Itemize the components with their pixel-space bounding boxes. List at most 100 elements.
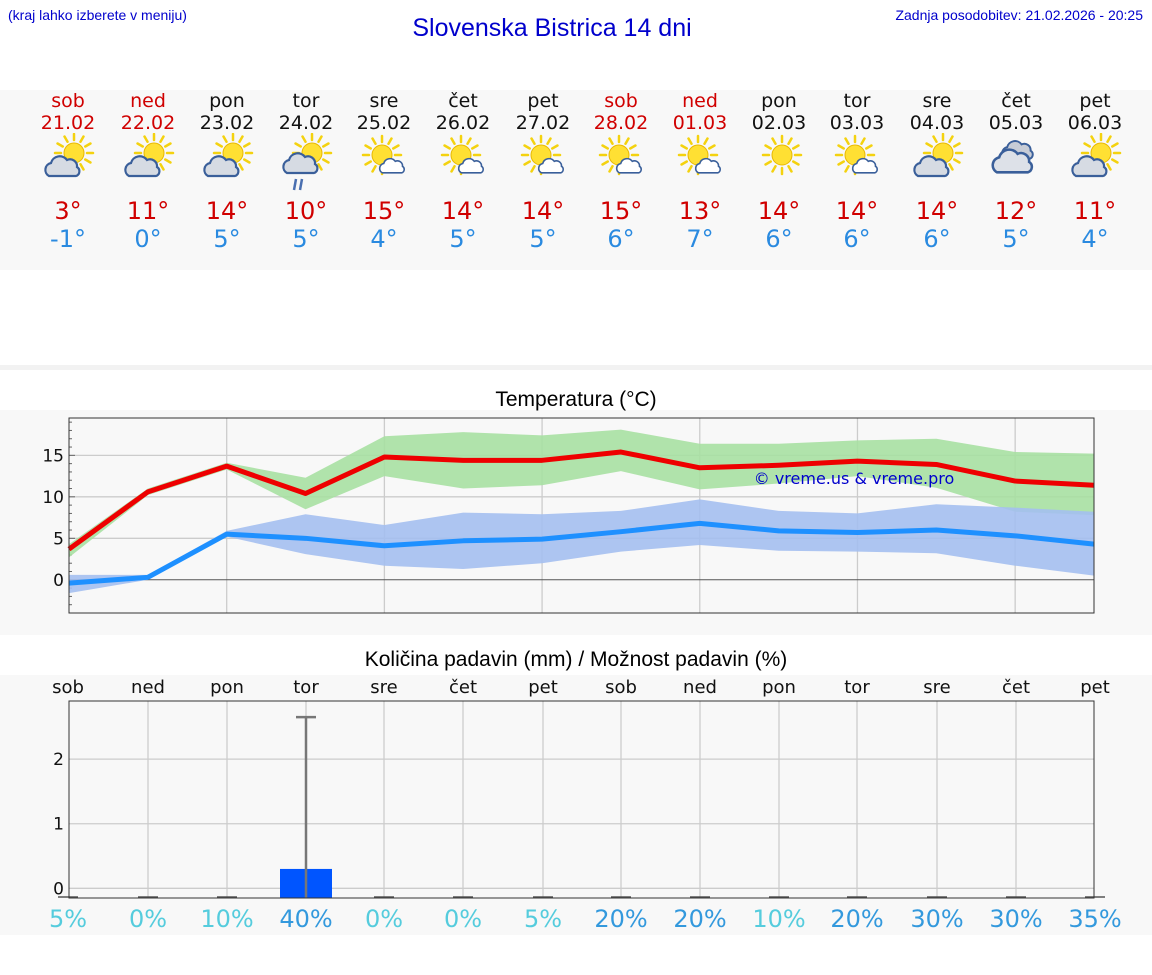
category-label: sre bbox=[370, 677, 397, 698]
precip-probability: 5% bbox=[49, 905, 87, 933]
cloud-shape bbox=[44, 155, 81, 178]
temp-max: 10° bbox=[284, 197, 328, 225]
min-range-band bbox=[69, 499, 1094, 594]
day-date: 03.03 bbox=[829, 112, 885, 134]
temp-min: -1° bbox=[50, 225, 86, 253]
day-name: ned bbox=[130, 90, 166, 112]
precip-probability: 0% bbox=[129, 905, 167, 933]
sun-small-cloud-icon bbox=[834, 134, 878, 176]
day-date: 25.02 bbox=[356, 112, 412, 134]
sun-shape bbox=[761, 134, 803, 176]
sun-icon bbox=[761, 134, 803, 176]
day-date: 21.02 bbox=[40, 112, 96, 134]
temp-max: 14° bbox=[521, 197, 565, 225]
temp-max: 13° bbox=[678, 197, 722, 225]
day-name: pon bbox=[209, 90, 245, 112]
sun-small-cloud-icon bbox=[520, 134, 564, 176]
day-name: čet bbox=[448, 90, 478, 112]
temp-min: 4° bbox=[370, 225, 398, 253]
day-date: 04.03 bbox=[909, 112, 965, 134]
category-label: sre bbox=[923, 677, 950, 698]
cloud-shape bbox=[203, 155, 240, 178]
clouds-icon bbox=[991, 140, 1034, 174]
day-name: sob bbox=[51, 90, 85, 112]
day-name: sre bbox=[369, 90, 399, 112]
sun-small-cloud-icon bbox=[440, 134, 484, 176]
temp-max: 15° bbox=[599, 197, 643, 225]
sun-cloud-icon bbox=[1071, 133, 1122, 178]
day-name: čet bbox=[1001, 90, 1031, 112]
page-title: Slovenska Bistrica 14 dni bbox=[412, 14, 692, 42]
temp-min: 5° bbox=[213, 225, 241, 253]
precipitation-chart-title: Količina padavin (mm) / Možnost padavin … bbox=[364, 648, 788, 671]
precip-probability: 10% bbox=[752, 905, 805, 933]
temp-max: 11° bbox=[1073, 197, 1117, 225]
cloud-shape bbox=[457, 157, 484, 174]
y-tick-label: 0 bbox=[53, 571, 64, 591]
sun-cloud-icon bbox=[913, 133, 964, 178]
temp-min: 6° bbox=[607, 225, 635, 253]
day-date: 26.02 bbox=[435, 112, 491, 134]
cloud-shape bbox=[694, 157, 721, 174]
cloud-shape bbox=[378, 157, 405, 174]
temp-max: 14° bbox=[441, 197, 485, 225]
day-name: pet bbox=[527, 90, 559, 112]
divider bbox=[0, 365, 1152, 370]
day-name: tor bbox=[292, 90, 320, 112]
temp-max: 3° bbox=[54, 197, 82, 225]
temperature-chart-title: Temperatura (°C) bbox=[495, 388, 657, 411]
y-tick-label: 1 bbox=[53, 815, 64, 835]
cloud-shape bbox=[537, 157, 564, 174]
day-date: 27.02 bbox=[515, 112, 571, 134]
day-name: ned bbox=[682, 90, 718, 112]
watermark: © vreme.us & vreme.pro bbox=[754, 469, 955, 488]
cloud-shape bbox=[124, 155, 161, 178]
day-name: tor bbox=[843, 90, 871, 112]
day-date: 06.03 bbox=[1067, 112, 1123, 134]
precip-probability: 5% bbox=[524, 905, 562, 933]
sun-cloud-icon bbox=[203, 133, 254, 178]
precip-probability: 0% bbox=[444, 905, 482, 933]
temp-min: 5° bbox=[449, 225, 477, 253]
cloud-shape bbox=[615, 157, 642, 174]
precip-probability: 20% bbox=[830, 905, 883, 933]
last-updated: Zadnja posodobitev: 21.02.2026 - 20:25 bbox=[895, 7, 1143, 23]
day-date: 23.02 bbox=[199, 112, 255, 134]
temp-min: 0° bbox=[134, 225, 162, 253]
temperature-chart: 0 5 10 15 © vreme.us & vreme.pro bbox=[42, 417, 1095, 614]
category-label: pon bbox=[210, 677, 244, 698]
temp-min: 6° bbox=[923, 225, 951, 253]
forecast-strip-bg bbox=[0, 90, 1152, 270]
precipitation-chart: 0 1 2 sob ned pon tor sre čet pet sob ned pon tor sre č… bbox=[49, 677, 1122, 933]
precip-probability: 10% bbox=[200, 905, 253, 933]
precip-probability: 40% bbox=[279, 905, 332, 933]
day-date: 01.03 bbox=[672, 112, 728, 134]
temp-min: 6° bbox=[765, 225, 793, 253]
category-label: tor bbox=[293, 677, 319, 698]
category-label: ned bbox=[131, 677, 165, 698]
precip-probability: 0% bbox=[365, 905, 403, 933]
temp-min: 5° bbox=[1002, 225, 1030, 253]
temp-min: 5° bbox=[292, 225, 320, 253]
temp-max: 12° bbox=[994, 197, 1038, 225]
category-label: pet bbox=[528, 677, 558, 698]
temp-max: 11° bbox=[126, 197, 170, 225]
precip-probability: 20% bbox=[594, 905, 647, 933]
category-label: ned bbox=[683, 677, 717, 698]
temp-min: 5° bbox=[529, 225, 557, 253]
day-name: sob bbox=[604, 90, 638, 112]
temp-max: 14° bbox=[915, 197, 959, 225]
sun-small-cloud-icon bbox=[677, 134, 721, 176]
day-date: 02.03 bbox=[751, 112, 807, 134]
sun-small-cloud-icon bbox=[598, 134, 642, 176]
y-tick-label: 15 bbox=[42, 446, 64, 466]
category-label: sob bbox=[605, 677, 637, 698]
category-label: sob bbox=[52, 677, 84, 698]
plot-frame bbox=[68, 700, 1095, 899]
plot-area bbox=[69, 701, 1094, 898]
y-tick-label: 10 bbox=[42, 488, 64, 508]
day-name: pet bbox=[1079, 90, 1111, 112]
y-tick-label: 2 bbox=[53, 750, 64, 770]
cloud-shape bbox=[282, 152, 319, 175]
y-tick-label: 5 bbox=[53, 529, 64, 549]
